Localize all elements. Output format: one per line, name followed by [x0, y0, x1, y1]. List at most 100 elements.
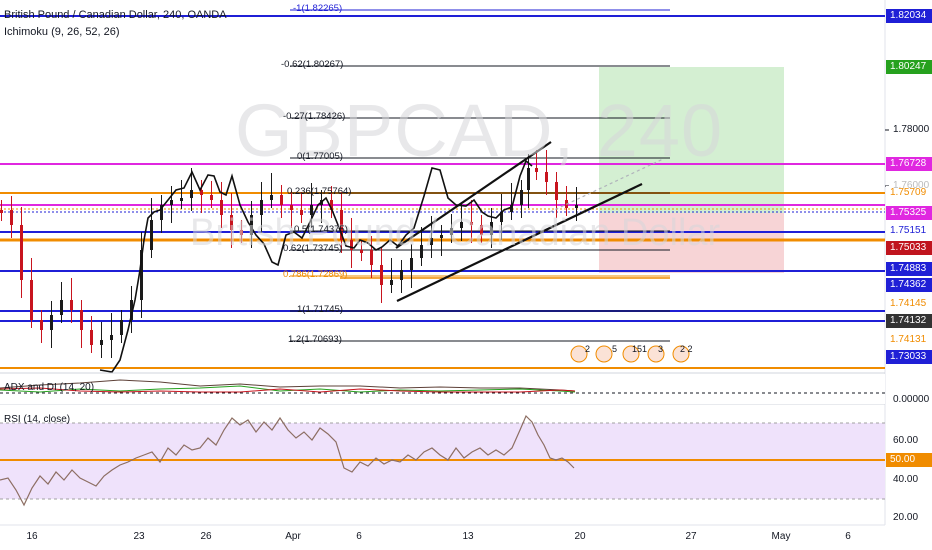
- fib-label: 1.2(1.70693): [288, 334, 342, 345]
- rsi-axis-label: 20.00: [893, 512, 919, 523]
- fib-label: -0.62(1.80267): [281, 59, 344, 70]
- price-tag: 1.75325: [886, 206, 932, 220]
- svg-text:151: 151: [632, 344, 647, 354]
- candle-body: [420, 245, 423, 258]
- svg-text:5: 5: [612, 344, 617, 354]
- candle-body: [260, 200, 263, 215]
- candle-body: [100, 340, 103, 345]
- price-tag: 1.74132: [886, 314, 932, 328]
- candle-body: [490, 222, 493, 235]
- candle-body: [250, 215, 253, 235]
- fib-label: 0.236(1.75764): [287, 186, 352, 197]
- rsi-pane-label[interactable]: RSI (14, close): [4, 414, 71, 425]
- price-tag: 1.73033: [886, 350, 932, 364]
- candle-body: [40, 320, 43, 330]
- candle-body: [450, 228, 453, 235]
- candle-body: [390, 280, 393, 285]
- candle-body: [555, 182, 558, 200]
- candle-body: [330, 200, 333, 210]
- di-minus-line: [0, 387, 576, 393]
- candle-body: [300, 210, 303, 215]
- candle-body: [190, 190, 193, 198]
- candle-body: [180, 198, 183, 201]
- candle-body: [60, 300, 63, 315]
- price-tag: 1.74131: [886, 333, 932, 347]
- candle-body: [230, 215, 233, 230]
- price-tag: 1.75709: [886, 186, 932, 200]
- fib-label: 0.786(1.72869): [283, 269, 348, 280]
- time-axis-label: 26: [200, 531, 212, 542]
- candlestick-series[interactable]: [0, 150, 578, 358]
- time-axis-label: May: [771, 531, 791, 542]
- time-axis-label: 20: [574, 531, 586, 542]
- candle-body: [220, 200, 223, 215]
- candle-body: [20, 225, 23, 280]
- fib-label: -1(1.82265): [293, 3, 343, 14]
- candle-body: [460, 222, 463, 228]
- chart-title[interactable]: British Pound / Canadian Dollar, 240, OA…: [4, 9, 227, 21]
- candle-body: [510, 205, 513, 212]
- candle-body: [527, 168, 530, 190]
- fib-label: 0.62(1.73745): [283, 243, 343, 254]
- watermark-name: British Pound / Canadian Dollar: [190, 212, 721, 254]
- watermark-symbol: GBPCAD, 240: [235, 89, 724, 172]
- time-axis-label: 6: [356, 531, 362, 542]
- candle-body: [370, 250, 373, 265]
- price-axis-label: 1.78000: [893, 124, 930, 135]
- candle-body: [240, 230, 243, 235]
- candle-body: [470, 222, 473, 225]
- candle-body: [360, 250, 363, 253]
- event-marker-labels: 2 5 151 3 2 2: [585, 344, 693, 354]
- candle-body: [140, 250, 143, 300]
- price-tag: 1.74362: [886, 278, 932, 292]
- ichimoku-indicator-label[interactable]: Ichimoku (9, 26, 52, 26): [4, 26, 120, 38]
- time-axis-label: 6: [845, 531, 851, 542]
- adx-axis-label: 0.00000: [893, 394, 930, 405]
- price-tag: 1.82034: [886, 9, 932, 23]
- candle-body: [280, 195, 283, 205]
- rsi-axis-label: 60.00: [893, 435, 919, 446]
- time-axis-label: Apr: [285, 531, 301, 542]
- candle-body: [130, 300, 133, 320]
- adx-pane[interactable]: [0, 374, 885, 404]
- candle-body: [430, 238, 433, 245]
- candle-body: [500, 212, 503, 222]
- event-markers[interactable]: [570, 345, 690, 363]
- candle-body: [30, 280, 33, 320]
- candle-body: [535, 168, 538, 172]
- candle-body: [150, 220, 153, 250]
- fib-label: 1(1.71745): [297, 304, 343, 315]
- candle-body: [200, 190, 203, 195]
- candle-body: [10, 210, 13, 225]
- loss-zone[interactable]: [599, 213, 784, 273]
- price-tag: 1.75033: [886, 241, 932, 255]
- candle-body: [0, 210, 3, 213]
- candle-body: [310, 205, 313, 215]
- candle-body: [575, 205, 578, 208]
- adx-line: [0, 379, 576, 392]
- fib-label: 0(1.77005): [297, 151, 343, 162]
- fib-retracement[interactable]: [290, 9, 670, 342]
- candle-body: [545, 172, 548, 182]
- candle-body: [290, 205, 293, 210]
- svg-text:2 2: 2 2: [680, 344, 693, 354]
- trend-line-upper[interactable]: [395, 141, 552, 249]
- price-tag: 1.74883: [886, 262, 932, 276]
- trend-line-lower[interactable]: [396, 183, 643, 302]
- candle-body: [70, 300, 73, 310]
- adx-pane-label[interactable]: ADX and DI (14, 20): [4, 382, 95, 393]
- price-tag: 1.74145: [886, 297, 932, 311]
- trend-line-dotted: [549, 158, 664, 213]
- svg-text:3: 3: [658, 344, 663, 354]
- price-axis-label: 1.76000: [893, 180, 930, 191]
- fib-label: -0.27(1.78426): [283, 111, 346, 122]
- candle-body: [520, 190, 523, 205]
- time-axis-label: 27: [685, 531, 697, 542]
- candle-body: [160, 205, 163, 220]
- candle-body: [110, 335, 113, 340]
- candle-body: [50, 315, 53, 330]
- rsi-axis-label: 40.00: [893, 474, 919, 485]
- price-tag: 1.76728: [886, 157, 932, 171]
- rsi-axis-tag: 50.00: [886, 453, 932, 467]
